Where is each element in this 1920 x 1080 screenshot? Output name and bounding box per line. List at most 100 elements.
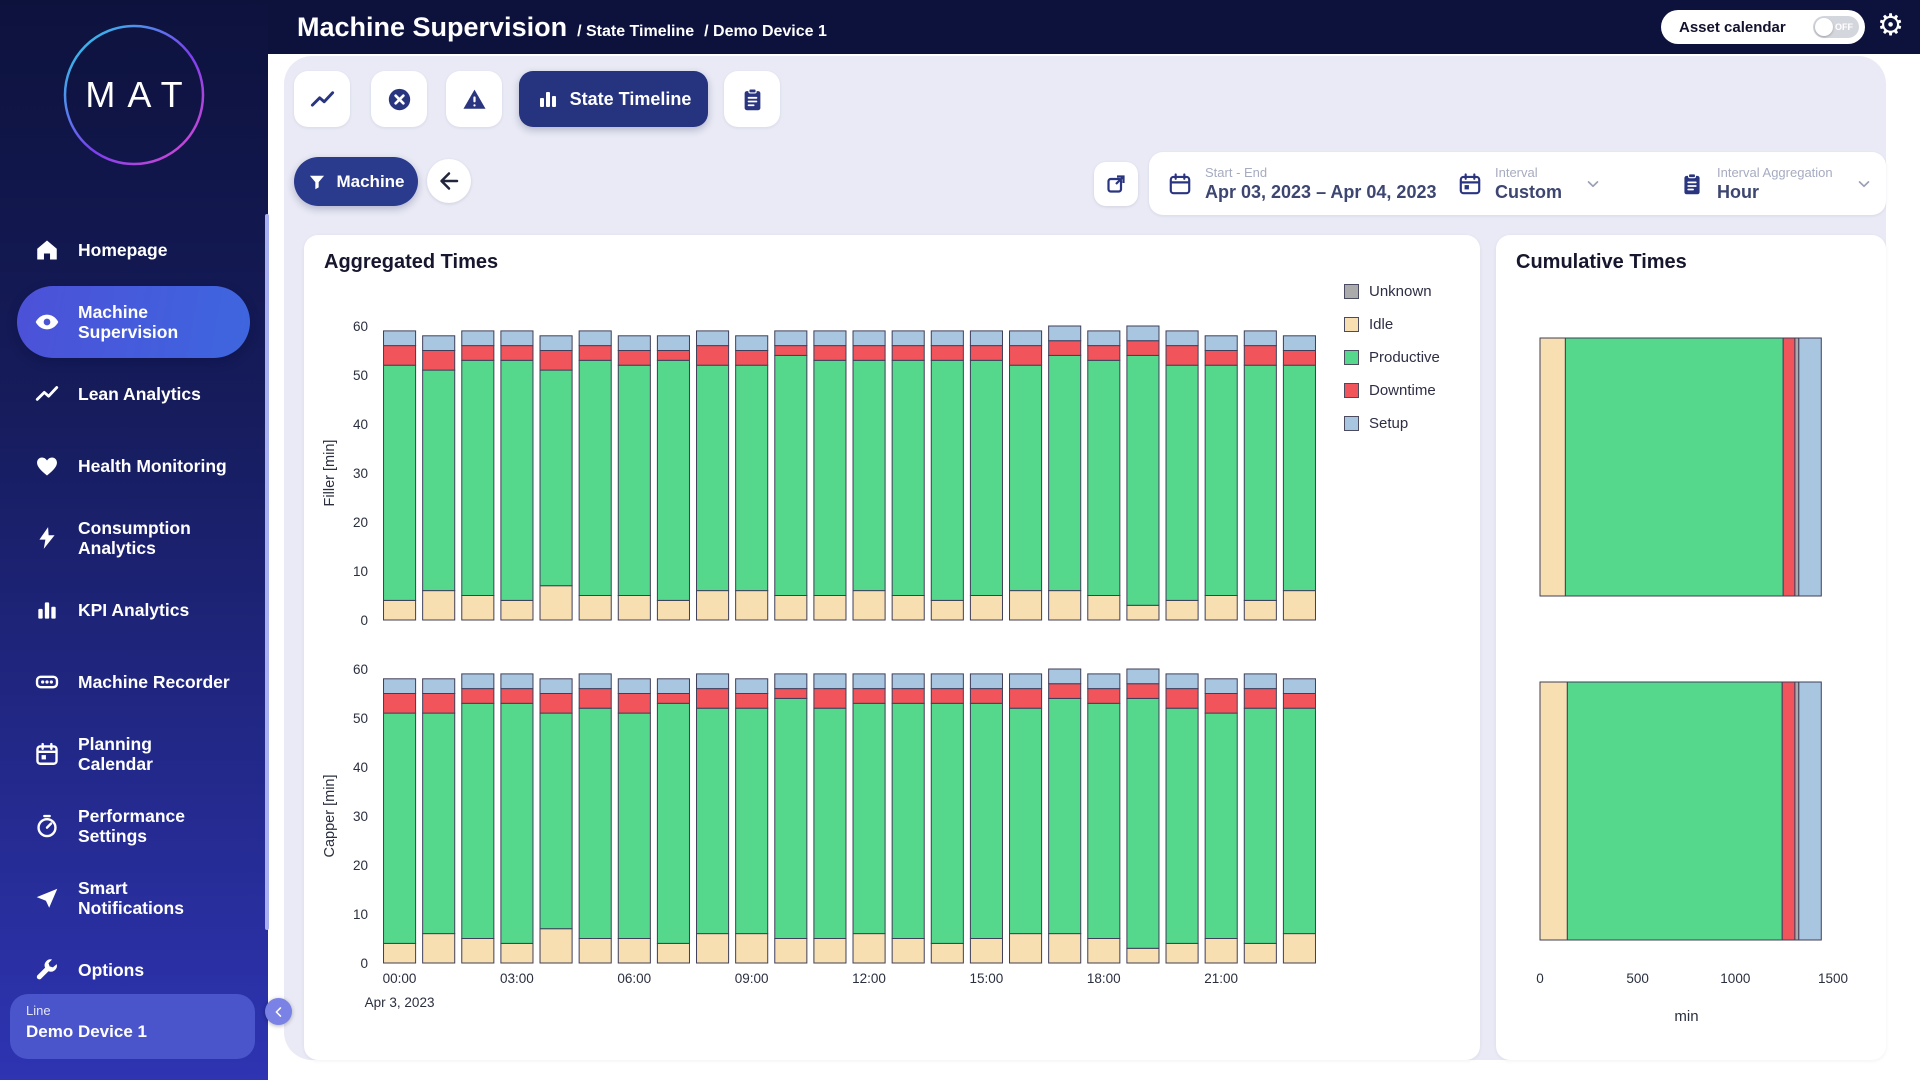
svg-text:40: 40 — [353, 760, 368, 775]
sidebar-scrollbar[interactable] — [265, 214, 269, 930]
svg-text:60: 60 — [353, 662, 368, 677]
start-end-label: Start - End — [1205, 164, 1268, 180]
legend-swatch — [1344, 284, 1359, 299]
asset-calendar-toggle[interactable]: OFF — [1813, 16, 1859, 38]
machine-filter-button[interactable]: Machine — [294, 157, 418, 206]
sidebar-item-health-monitoring[interactable]: Health Monitoring — [0, 430, 268, 502]
svg-text:12:00: 12:00 — [852, 971, 886, 986]
svg-text:50: 50 — [353, 368, 368, 383]
sidebar-item-performance-settings[interactable]: Performance Settings — [0, 790, 268, 862]
toggle-knob — [1815, 18, 1833, 36]
svg-text:0: 0 — [360, 956, 368, 971]
app-logo: MAT — [61, 22, 207, 168]
legend-swatch — [1344, 416, 1359, 431]
svg-text:Capper [min]: Capper [min] — [322, 774, 338, 857]
start-end-value: Apr 03, 2023 – Apr 04, 2023 — [1205, 181, 1437, 202]
chevron-down-icon — [1584, 175, 1602, 193]
sidebar-item-label: Smart Notifications — [78, 877, 184, 918]
bar-chart-icon — [539, 92, 556, 107]
breadcrumb-device[interactable]: / Demo Device 1 — [704, 22, 827, 40]
sidebar-item-label: Performance Settings — [78, 805, 185, 846]
bolt-icon — [34, 525, 60, 551]
view-button-report[interactable] — [724, 71, 780, 127]
chart-legend: Unknown Idle Productive Downtime Setup — [1344, 275, 1440, 440]
sidebar-item-machine-recorder[interactable]: Machine Recorder — [0, 646, 268, 718]
sidebar-item-label: Homepage — [78, 239, 168, 260]
svg-text:10: 10 — [353, 564, 368, 579]
bar-chart-icon — [34, 597, 60, 623]
tab-state-timeline[interactable]: State Timeline — [519, 71, 708, 127]
tab-state-timeline-label: State Timeline — [569, 88, 692, 109]
svg-text:10: 10 — [353, 907, 368, 922]
send-icon — [34, 885, 60, 911]
sidebar-item-smart-notifications[interactable]: Smart Notifications — [0, 862, 268, 934]
svg-text:03:00: 03:00 — [500, 971, 534, 986]
settings-gear-icon[interactable]: ⚙ — [1877, 9, 1904, 42]
view-button-trend[interactable] — [294, 71, 350, 127]
asset-calendar-label: Asset calendar — [1679, 18, 1786, 36]
gauge-icon — [34, 813, 60, 839]
machine-filter-label: Machine — [336, 171, 405, 191]
svg-text:20: 20 — [353, 515, 368, 530]
legend-swatch — [1344, 383, 1359, 398]
legend-item-setup[interactable]: Setup — [1344, 407, 1440, 440]
device-card[interactable]: Line Demo Device 1 — [10, 994, 255, 1059]
interval-select[interactable]: Interval Custom — [1457, 152, 1602, 215]
logo-ring — [63, 24, 205, 166]
view-button-alarms[interactable] — [446, 71, 502, 127]
legend-label: Idle — [1369, 316, 1394, 333]
asset-calendar-control[interactable]: Asset calendar OFF — [1661, 10, 1865, 44]
warning-triangle-icon — [462, 89, 486, 109]
calendar-icon — [34, 741, 60, 767]
legend-item-productive[interactable]: Productive — [1344, 341, 1440, 374]
device-name: Demo Device 1 — [26, 1022, 147, 1041]
sidebar-item-planning-calendar[interactable]: Planning Calendar — [0, 718, 268, 790]
svg-text:500: 500 — [1626, 971, 1649, 986]
back-button[interactable] — [427, 159, 471, 203]
svg-text:09:00: 09:00 — [735, 971, 769, 986]
legend-swatch — [1344, 317, 1359, 332]
legend-item-downtime[interactable]: Downtime — [1344, 374, 1440, 407]
x-circle-icon — [388, 88, 410, 110]
legend-item-idle[interactable]: Idle — [1344, 308, 1440, 341]
sidebar-item-options[interactable]: Options — [0, 934, 268, 1006]
sidebar-item-homepage[interactable]: Homepage — [0, 214, 268, 286]
header: Machine Supervision / State Timeline / D… — [268, 0, 1920, 54]
time-controls-bar: Start - End Apr 03, 2023 – Apr 04, 2023 … — [1149, 152, 1886, 215]
svg-text:Apr 3, 2023: Apr 3, 2023 — [365, 995, 435, 1010]
eye-icon — [34, 309, 60, 335]
sidebar-collapse-button[interactable] — [265, 998, 292, 1025]
sidebar-nav: Homepage Machine Supervision Lean Analytic… — [0, 214, 268, 1006]
funnel-icon — [310, 175, 325, 189]
arrow-left-icon — [440, 172, 459, 190]
interval-label: Interval — [1495, 164, 1538, 180]
legend-item-unknown[interactable]: Unknown — [1344, 275, 1440, 308]
aggregated-times-card: 0 10 20 30 40 50 60 Filler [min] 0 10 20 30 40 50 60 Ca… — [304, 235, 1480, 1060]
svg-text:50: 50 — [353, 711, 368, 726]
aggregation-value: Hour — [1717, 181, 1759, 202]
sidebar-item-label: Health Monitoring — [78, 455, 227, 476]
breadcrumb-state-timeline[interactable]: / State Timeline — [577, 22, 695, 40]
trend-line-icon — [310, 90, 334, 107]
svg-text:06:00: 06:00 — [617, 971, 651, 986]
sidebar-item-consumption-analytics[interactable]: Consumption Analytics — [0, 502, 268, 574]
logo-text: MAT — [85, 74, 195, 115]
sidebar-item-lean-analytics[interactable]: Lean Analytics — [0, 358, 268, 430]
heart-icon — [34, 453, 60, 479]
svg-text:15:00: 15:00 — [970, 971, 1004, 986]
sidebar: MAT Homepage Machine Supervision Lean Anal… — [0, 0, 292, 1080]
sidebar-item-machine-supervision[interactable]: Machine Supervision — [17, 286, 250, 358]
svg-text:1500: 1500 — [1818, 971, 1848, 986]
sidebar-item-label: Lean Analytics — [78, 383, 201, 404]
aggregation-select[interactable]: Interval Aggregation Hour — [1679, 152, 1873, 215]
breadcrumb: Machine Supervision / State Timeline / D… — [297, 12, 827, 43]
sidebar-item-kpi-analytics[interactable]: KPI Analytics — [0, 574, 268, 646]
sidebar-item-label: Planning Calendar — [78, 733, 153, 774]
aggregation-label: Interval Aggregation — [1717, 164, 1833, 180]
legend-label: Downtime — [1369, 382, 1436, 399]
calendar-icon — [1457, 171, 1483, 197]
date-range-picker[interactable]: Start - End Apr 03, 2023 – Apr 04, 2023 — [1167, 152, 1436, 215]
sidebar-item-label: Consumption Analytics — [78, 517, 191, 558]
view-button-stops[interactable] — [371, 71, 427, 127]
open-in-new-button[interactable] — [1094, 162, 1138, 206]
